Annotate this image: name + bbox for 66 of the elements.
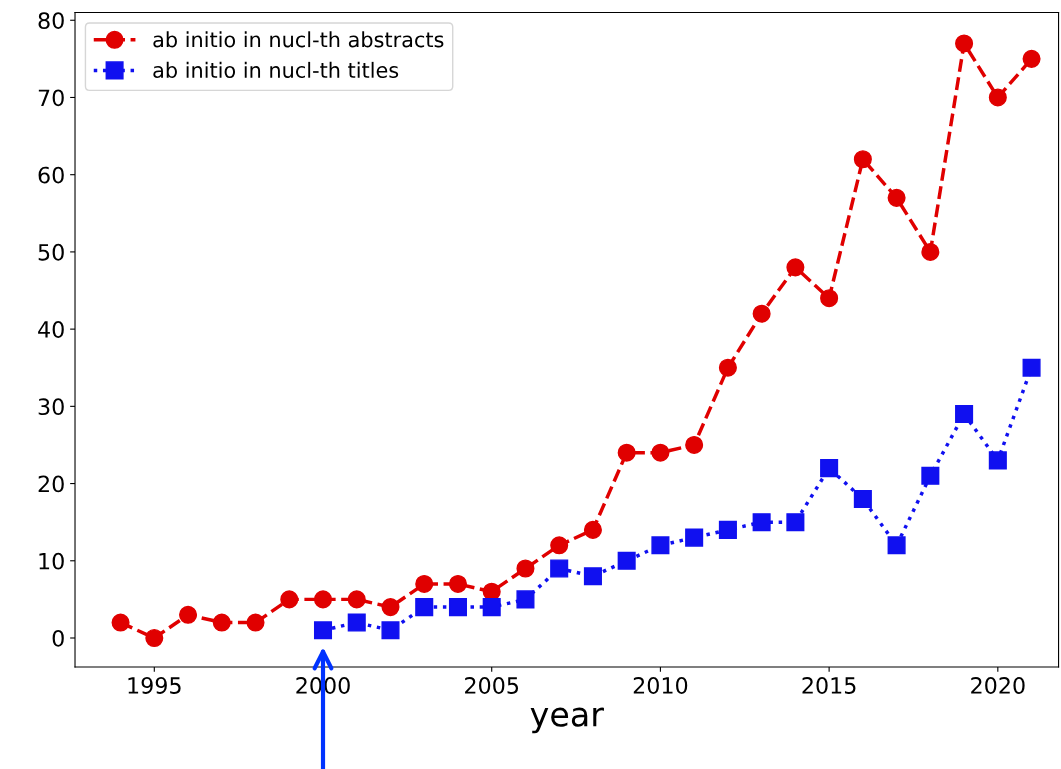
point — [145, 628, 164, 648]
point — [280, 590, 299, 609]
point — [482, 598, 501, 617]
point — [212, 613, 231, 632]
point — [955, 405, 974, 424]
point — [921, 466, 940, 485]
point — [752, 513, 771, 532]
y-tick-label: 10 — [39, 552, 64, 570]
point — [651, 443, 670, 462]
point — [651, 536, 670, 555]
legend-label: ab initio in nucl-th titles — [153, 61, 399, 78]
point — [820, 289, 839, 308]
y-tick-label: 80 — [38, 12, 64, 30]
point — [887, 188, 906, 207]
y-tick-label: 20 — [38, 475, 64, 493]
point — [617, 443, 636, 462]
point — [685, 435, 704, 454]
point — [448, 574, 468, 593]
x-tick-label: 2005 — [465, 677, 519, 694]
y-tick-label: 50 — [38, 243, 64, 261]
point — [853, 150, 872, 169]
x-tick-label: 2020 — [971, 677, 1025, 694]
point — [887, 536, 906, 555]
point — [415, 598, 434, 617]
point — [381, 621, 400, 640]
point — [1022, 49, 1041, 68]
point — [617, 551, 636, 570]
point — [516, 590, 535, 609]
legend-label: ab initio in nucl-th abstracts — [153, 31, 444, 48]
point — [718, 358, 737, 377]
y-tick-label: 30 — [38, 398, 64, 416]
point — [448, 598, 468, 617]
point — [988, 88, 1007, 107]
point — [955, 34, 974, 53]
point — [718, 520, 737, 539]
point — [786, 513, 805, 532]
point — [583, 520, 602, 539]
point — [415, 574, 434, 593]
point — [313, 590, 333, 609]
point — [583, 567, 602, 586]
x-tick-label: 1995 — [128, 677, 181, 694]
point — [786, 258, 805, 277]
point — [853, 489, 872, 509]
point — [550, 536, 569, 555]
y-tick-label: 40 — [38, 321, 64, 338]
point — [246, 613, 265, 632]
x-tick-label: 2015 — [802, 677, 856, 694]
y-tick-label: 60 — [38, 166, 64, 184]
x-axis-title: year — [530, 707, 604, 734]
point — [1022, 358, 1041, 377]
y-tick-label: 0 — [52, 629, 64, 647]
point — [988, 451, 1007, 470]
point — [752, 304, 771, 323]
x-tick-label: 2010 — [633, 677, 688, 694]
point — [550, 559, 569, 578]
point — [820, 459, 839, 478]
point — [381, 598, 400, 617]
point — [111, 613, 130, 632]
point — [347, 613, 366, 632]
y-tick-label: 70 — [38, 89, 64, 107]
point — [313, 621, 333, 640]
point — [685, 528, 704, 547]
point — [921, 242, 940, 261]
point — [516, 559, 535, 578]
point — [179, 605, 198, 624]
point — [347, 590, 366, 609]
